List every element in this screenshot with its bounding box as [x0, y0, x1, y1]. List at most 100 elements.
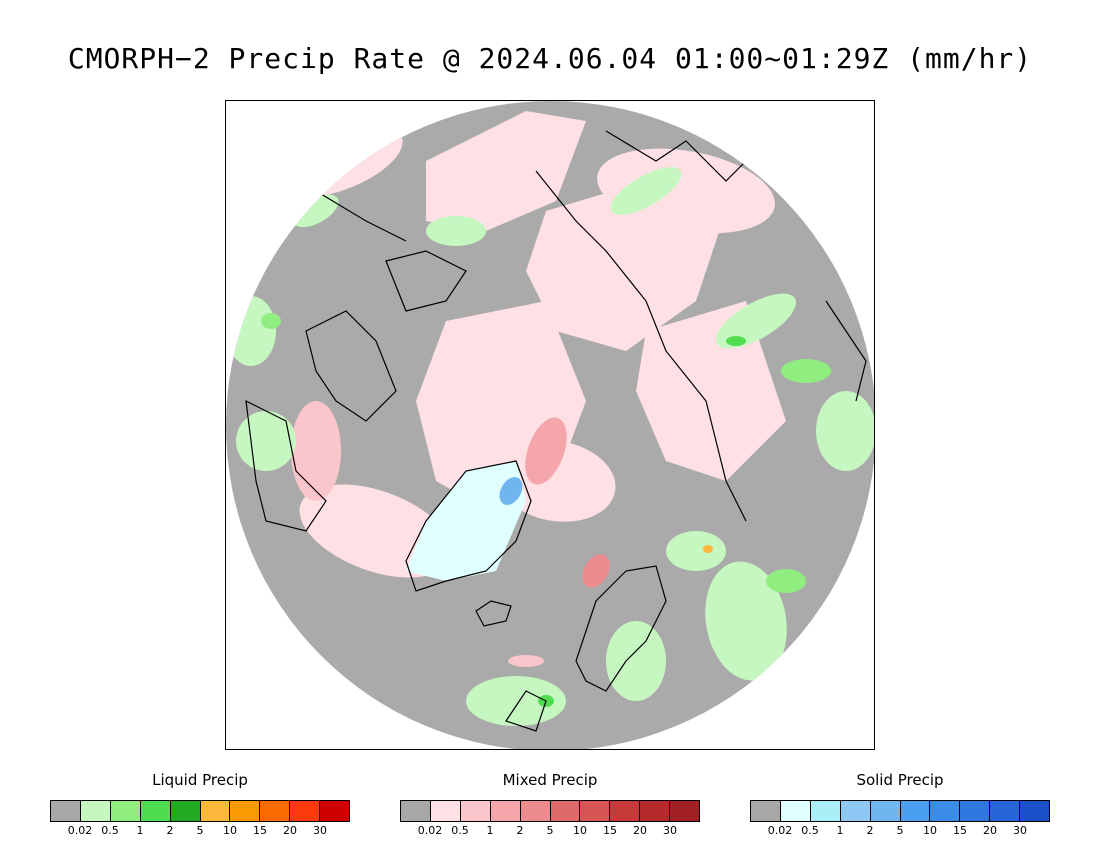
coastline-scandinavia	[575, 565, 667, 692]
legend-tick-label: 0.02	[767, 824, 793, 837]
legend-tick-label: 15	[603, 824, 617, 837]
legend-tick-label: 2	[866, 824, 874, 837]
legend-swatch	[140, 801, 171, 821]
legend-colorbar	[400, 800, 700, 822]
legend-swatch	[810, 801, 841, 821]
legend-swatch	[170, 801, 201, 821]
legend-tick-label: 10	[573, 824, 587, 837]
coastline-britain	[505, 690, 547, 732]
mixed-precip-region	[508, 655, 544, 667]
legend-tick-label: 15	[253, 824, 267, 837]
legend-title: Mixed Precip	[502, 771, 598, 789]
coastline-hudson-bay	[245, 399, 327, 532]
coastline-iceland	[475, 600, 512, 627]
legend-swatch	[990, 801, 1021, 821]
coastline-canada-islands	[305, 310, 397, 422]
liquid-precip-region	[816, 391, 874, 471]
legend-tick-label: 1	[136, 824, 144, 837]
legend-colorbar	[750, 800, 1050, 822]
liquid-precip-region	[716, 293, 796, 349]
mixed-precip-region	[525, 417, 567, 485]
legend-tick-label: 10	[223, 824, 237, 837]
legend-swatch	[640, 801, 671, 821]
liquid-precip-region	[666, 531, 726, 571]
legend-tick-label: 0.02	[67, 824, 93, 837]
mixed-precip-region	[582, 554, 610, 588]
legend-swatch	[51, 801, 81, 821]
legend-tick-label: 2	[516, 824, 524, 837]
legend-tick-label: 1	[836, 824, 844, 837]
liquid-precip-region	[466, 676, 566, 726]
liquid-precip-region	[766, 569, 806, 593]
liquid-precip-region	[226, 296, 276, 366]
legend-tick-label: 20	[633, 824, 647, 837]
liquid-precip-region	[261, 313, 281, 329]
legend-swatch	[401, 801, 431, 821]
solid-precip-region	[406, 461, 526, 581]
legend-ticks: 0.02 0.5 1 2 5 10 15 20 30	[750, 824, 1050, 838]
solid-precip-region	[499, 477, 523, 505]
legend-swatch	[430, 801, 461, 821]
legend-swatch	[751, 801, 781, 821]
legend-title: Liquid Precip	[152, 771, 248, 789]
legend-swatch	[110, 801, 141, 821]
legend-solid: Solid Precip 0.02 0.5 1 2 5 10 15 20 30	[750, 770, 1050, 838]
legend-swatch	[780, 801, 811, 821]
liquid-precip-region	[236, 411, 296, 471]
legend-tick-label: 15	[953, 824, 967, 837]
legend-swatch	[550, 801, 581, 821]
legend-swatch	[930, 801, 961, 821]
legend-swatch	[870, 801, 901, 821]
legend-swatch	[320, 801, 350, 821]
legend-swatch	[260, 801, 291, 821]
coastline-layer	[245, 130, 867, 732]
coastline-arctic-islands	[385, 250, 467, 312]
polar-precip-map	[226, 101, 874, 749]
mixed-precip-region	[426, 111, 586, 231]
legend-swatch	[960, 801, 991, 821]
legend-ticks: 0.02 0.5 1 2 5 10 15 20 30	[400, 824, 700, 838]
legend-swatch	[900, 801, 931, 821]
legend-swatch	[490, 801, 521, 821]
liquid-precip-region	[610, 167, 682, 215]
legend-tick-label: 0.02	[417, 824, 443, 837]
legend-swatch	[580, 801, 611, 821]
legend-swatch	[200, 801, 231, 821]
coastline-greenland	[405, 460, 532, 592]
liquid-precip-region	[293, 194, 339, 228]
precip-layer	[226, 111, 874, 726]
legend-swatch	[670, 801, 700, 821]
legend-title: Solid Precip	[856, 771, 944, 789]
legend-tick-label: 1	[486, 824, 494, 837]
legend-mixed: Mixed Precip 0.02 0.5 1 2 5 10 15 20 30	[400, 770, 700, 838]
legend-tick-label: 5	[546, 824, 554, 837]
liquid-precip-region	[606, 621, 666, 701]
legend-tick-label: 2	[166, 824, 174, 837]
coastline-east-siberia	[605, 130, 747, 182]
legend-tick-label: 0.5	[101, 824, 119, 837]
coastline-alaska	[315, 190, 407, 242]
legend-tick-label: 10	[923, 824, 937, 837]
legend-colorbar	[50, 800, 350, 822]
legend-swatch	[230, 801, 261, 821]
map-title: CMORPH−2 Precip Rate @ 2024.06.04 01:00~…	[67, 42, 1033, 75]
coastline-siberia	[535, 170, 747, 522]
legend-swatch	[80, 801, 111, 821]
liquid-precip-region	[726, 336, 746, 346]
legend-swatch	[290, 801, 321, 821]
legend-swatch	[520, 801, 551, 821]
liquid-precip-region	[781, 359, 831, 383]
legend-swatch	[840, 801, 871, 821]
mixed-precip-region	[636, 301, 786, 481]
mixed-precip-region	[597, 148, 775, 234]
legend-liquid: Liquid Precip 0.02 0.5 1 2 5 10 15 20 30	[50, 770, 350, 838]
coastline-asia	[825, 300, 867, 402]
liquid-precip-region	[703, 545, 713, 553]
legend-tick-label: 5	[896, 824, 904, 837]
legend-tick-label: 30	[663, 824, 677, 837]
legend-swatch	[1020, 801, 1050, 821]
liquid-precip-region	[705, 561, 787, 681]
legend-tick-label: 0.5	[451, 824, 469, 837]
legend-tick-label: 20	[283, 824, 297, 837]
map-frame	[225, 100, 875, 750]
